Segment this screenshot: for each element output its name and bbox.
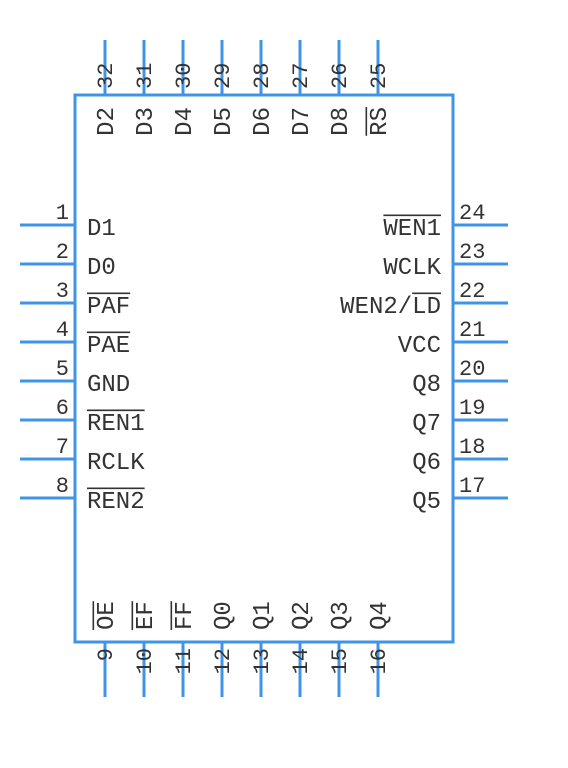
pin-name-17: Q5 [412, 489, 441, 516]
pin-name-4: PAE [87, 333, 130, 360]
pin-num-2: 2 [56, 240, 69, 265]
pin-num-27: 27 [289, 63, 314, 89]
pin-name-23: WCLK [383, 255, 441, 282]
pin-name-5: GND [87, 372, 130, 399]
pin-num-14: 14 [289, 648, 314, 674]
pin-num-31: 31 [133, 63, 158, 89]
pin-num-6: 6 [56, 396, 69, 421]
pin-num-30: 30 [172, 63, 197, 89]
pin-num-19: 19 [459, 396, 485, 421]
pin-num-1: 1 [56, 201, 69, 226]
pin-name-24: WEN1 [383, 216, 441, 243]
pin-name-6: REN1 [87, 411, 145, 438]
pin-num-16: 16 [367, 648, 392, 674]
pin-name-14: Q2 [289, 601, 316, 630]
pin-name-18: Q6 [412, 450, 441, 477]
pin-name-15: Q3 [328, 601, 355, 630]
pin-name-32: D2 [94, 107, 121, 136]
pin-num-5: 5 [56, 357, 69, 382]
pin-num-13: 13 [250, 648, 275, 674]
pin-name-16: Q4 [367, 601, 394, 630]
pin-name-12: Q0 [211, 601, 238, 630]
pin-name-28: D6 [250, 107, 277, 136]
pin-name-31: D3 [133, 107, 160, 136]
pin-num-9: 9 [94, 648, 119, 661]
pin-name-26: D8 [328, 107, 355, 136]
pin-name-7: RCLK [87, 450, 145, 477]
pin-name-25: RS [367, 107, 394, 136]
pin-num-18: 18 [459, 435, 485, 460]
pin-num-11: 11 [172, 648, 197, 674]
pin-num-20: 20 [459, 357, 485, 382]
pin-num-26: 26 [328, 63, 353, 89]
pin-name-29: D5 [211, 107, 238, 136]
pin-num-8: 8 [56, 474, 69, 499]
pin-name-22: WEN2/LD [340, 294, 441, 321]
pin-num-29: 29 [211, 63, 236, 89]
ic-body [75, 95, 453, 642]
pin-num-10: 10 [133, 648, 158, 674]
pin-name-19: Q7 [412, 411, 441, 438]
pin-num-23: 23 [459, 240, 485, 265]
pin-num-17: 17 [459, 474, 485, 499]
pin-num-22: 22 [459, 279, 485, 304]
pin-name-11: FF [172, 601, 199, 630]
pin-name-13: Q1 [250, 601, 277, 630]
pin-num-7: 7 [56, 435, 69, 460]
pin-name-8: REN2 [87, 489, 145, 516]
pin-num-4: 4 [56, 318, 69, 343]
pin-name-21: VCC [398, 333, 441, 360]
pin-name-30: D4 [172, 107, 199, 136]
pin-name-3: PAF [87, 294, 130, 321]
pin-name-9: OE [94, 601, 121, 630]
pin-num-24: 24 [459, 201, 485, 226]
pin-num-15: 15 [328, 648, 353, 674]
pin-num-32: 32 [94, 63, 119, 89]
pin-name-2: D0 [87, 255, 116, 282]
pin-num-28: 28 [250, 63, 275, 89]
ic-pinout-diagram: 1 D1 2 D0 3 PAF 4 PAE 5 GND 6 REN1 7 RCLK 8 REN2 24 WEN1 2… [0, 0, 568, 768]
pin-num-3: 3 [56, 279, 69, 304]
pin-name-10: EF [133, 601, 160, 630]
pin-num-21: 21 [459, 318, 485, 343]
pin-num-25: 25 [367, 63, 392, 89]
pin-name-27: D7 [289, 107, 316, 136]
pin-num-12: 12 [211, 648, 236, 674]
pin-name-1: D1 [87, 216, 116, 243]
pin-name-20: Q8 [412, 372, 441, 399]
